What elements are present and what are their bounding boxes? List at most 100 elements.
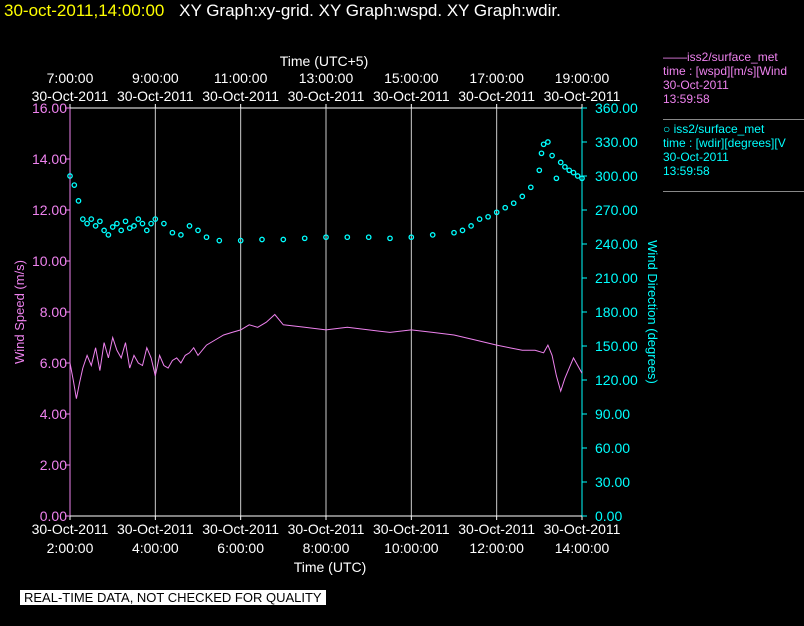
series-wdir-point: [139, 220, 146, 227]
y-right-tick-label: 60.00: [595, 440, 630, 456]
x-tick-time-label: 6:00:00: [217, 540, 264, 556]
legend2-time: 13:59:58: [663, 164, 710, 178]
legend-line-swatch: ——: [663, 50, 687, 64]
top-tick-time-label: 11:00:00: [214, 70, 268, 86]
top-tick-time-label: 19:00:00: [555, 70, 610, 86]
x-tick-time-label: 8:00:00: [303, 540, 350, 556]
series-wdir-point: [280, 236, 287, 243]
series-wdir-point: [135, 216, 142, 222]
x-tick-time-label: 2:00:00: [47, 540, 94, 556]
y-left-tick-label: 4.00: [40, 406, 67, 422]
y-left-tick-label: 0.00: [40, 508, 67, 524]
x-tick-time-label: 12:00:00: [469, 540, 524, 556]
y-left-tick-label: 14.00: [32, 151, 67, 167]
legend-divider: [663, 191, 804, 192]
top-tick-date-label: 30-Oct-2011: [32, 88, 109, 104]
series-wdir-point: [178, 232, 184, 238]
series-wdir-point: [323, 234, 329, 241]
top-tick-time-label: 17:00:00: [469, 70, 524, 86]
series-wdir-point: [237, 237, 244, 244]
legend-point-swatch: ○: [663, 122, 674, 136]
grid: [154, 108, 498, 516]
series-wdir-point: [493, 209, 500, 216]
y-right-tick-label: 330.00: [595, 134, 638, 150]
x-axis-title: Time (UTC): [294, 559, 367, 575]
series-wdir-point: [540, 141, 547, 148]
x-tick-time-label: 10:00:00: [384, 540, 439, 556]
series-wdir-point: [92, 223, 99, 229]
top-tick-date-label: 30-Oct-2011: [544, 88, 621, 104]
y-left-tick-label: 8.00: [40, 304, 67, 320]
series-wdir-point: [131, 223, 137, 229]
top-tick-date-label: 30-Oct-2011: [458, 88, 535, 104]
series-wdir-point: [557, 159, 564, 166]
y-right-tick-label: 240.00: [595, 236, 638, 252]
x-tick-time-label: 4:00:00: [132, 540, 179, 556]
legend1-title: iss2/surface_met: [687, 50, 778, 64]
series-wdir-point: [97, 218, 103, 225]
series-wdir-point: [169, 229, 176, 236]
y-right-tick-label: 180.00: [595, 304, 638, 320]
x-tick-date-label: 30-Oct-2011: [458, 521, 535, 537]
series-wspd-line: [69, 313, 583, 399]
top-tick-time-label: 7:00:00: [47, 70, 94, 86]
series-wdir-point: [122, 218, 129, 225]
series-wdir-point: [527, 184, 534, 191]
series-wdir-point: [553, 175, 560, 182]
legend-series-wspd: ——iss2/surface_met time : [wspd][m/s][Wi…: [663, 50, 804, 106]
series-wdir-point: [152, 216, 159, 222]
y-left-tick-label: 2.00: [40, 457, 67, 473]
series-wdir-point: [88, 216, 95, 222]
top-tick-date-label: 30-Oct-2011: [288, 88, 365, 104]
legend-series-wdir: ○ iss2/surface_met time : [wdir][degrees…: [663, 122, 804, 178]
series-wdir-point: [566, 167, 573, 174]
graph-names: XY Graph:xy-grid. XY Graph:wspd. XY Grap…: [179, 1, 561, 20]
top-tick-date-label: 30-Oct-2011: [117, 88, 194, 104]
x-tick-date-label: 30-Oct-2011: [288, 521, 365, 537]
top-tick-date-label: 30-Oct-2011: [373, 88, 450, 104]
legend-divider: [663, 119, 804, 120]
series-wdir-point: [387, 235, 393, 242]
y-left-tick-label: 6.00: [40, 355, 67, 371]
series-wdir-point: [538, 150, 545, 157]
series-wdir-point: [118, 227, 125, 234]
series-wdir-point: [79, 216, 86, 222]
y-axis-left-title: Wind Speed (m/s): [12, 260, 27, 364]
x-tick-date-label: 30-Oct-2011: [373, 521, 450, 537]
y-right-tick-label: 300.00: [595, 168, 638, 184]
tick-labels: 30-Oct-2011 2:00:00 30-Oct-2011 4:00:00 30-O…: [32, 70, 638, 556]
series-wdir-point: [216, 237, 223, 244]
series-wdir-point: [301, 235, 308, 242]
top-tick-time-label: 9:00:00: [132, 70, 179, 86]
legend2-title: iss2/surface_met: [673, 122, 765, 136]
series-wdir-point: [203, 234, 210, 241]
series-wdir-point: [459, 227, 466, 234]
legend1-date: 30-Oct-2011: [663, 78, 729, 92]
series-wdir-point: [143, 227, 150, 234]
y-right-tick-label: 150.00: [595, 338, 638, 354]
legend1-time: 13:59:58: [663, 92, 710, 106]
series-wdir-point: [468, 223, 474, 229]
header: 30-oct-2011,14:00:00 XY Graph:xy-grid. X…: [4, 1, 561, 21]
series-wdir-point: [109, 224, 116, 230]
y-right-tick-label: 0.00: [595, 508, 622, 524]
legend2-date: 30-Oct-2011: [663, 150, 729, 164]
y-right-tick-label: 360.00: [595, 100, 638, 116]
y-left-tick-label: 12.00: [32, 202, 67, 218]
top-axis-title: Time (UTC+5): [280, 53, 369, 69]
series-wdir-point: [574, 173, 581, 179]
y-right-tick-label: 30.00: [595, 474, 630, 490]
series-wdir-point: [259, 236, 265, 243]
legend2-field: time : [wdir][degrees][V: [663, 136, 786, 150]
y-left-tick-label: 16.00: [32, 100, 67, 116]
series-wdir-point: [536, 167, 543, 174]
y-axis-right-title: Wind Direction (degrees): [645, 240, 660, 384]
x-tick-date-label: 30-Oct-2011: [32, 521, 109, 537]
series-wdir-point: [344, 234, 351, 241]
series-wdir-point: [84, 220, 90, 227]
y-right-tick-label: 210.00: [595, 270, 638, 286]
series-wdir-point: [67, 173, 73, 179]
series-wdir-point: [148, 220, 154, 227]
series-wdir-point: [105, 232, 112, 238]
top-tick-time-label: 15:00:00: [384, 70, 439, 86]
